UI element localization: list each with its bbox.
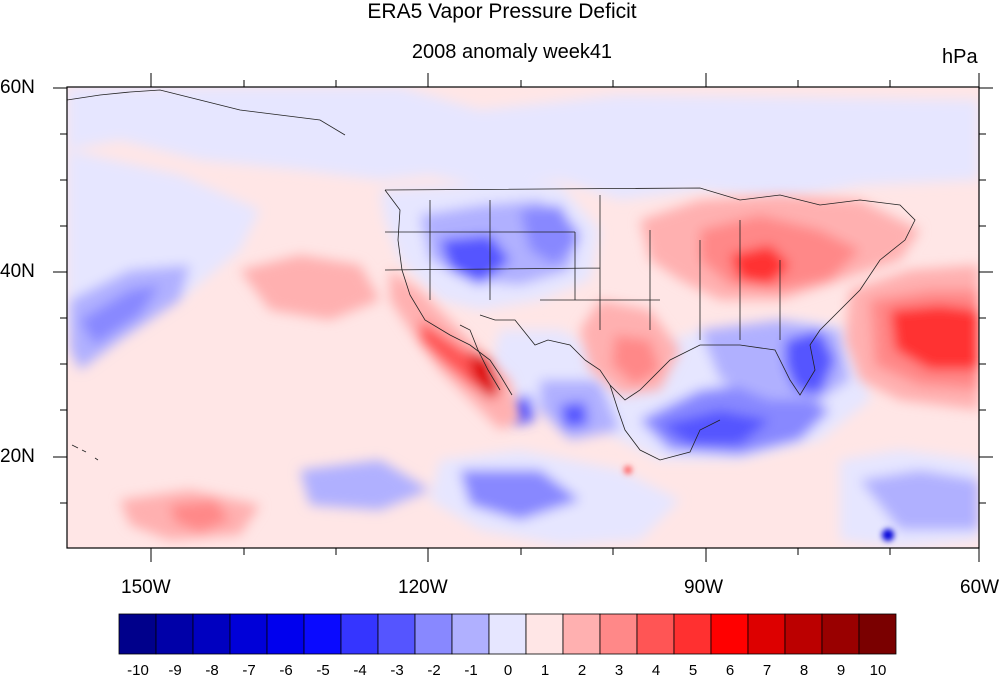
colorbar-tick-label: -1: [464, 662, 478, 679]
lat-label-20n: 20N: [0, 446, 35, 467]
axis-ticks: [53, 73, 993, 562]
colorbar-tick-label: 3: [614, 662, 624, 679]
colorbar-tick-label: -9: [168, 662, 182, 679]
colorbar-swatch: [340, 613, 379, 655]
colorbar-tick-label: -6: [279, 662, 293, 679]
colorbar-swatch: [710, 613, 749, 655]
colorbar-swatch: [784, 613, 823, 655]
colorbar-tick-label: -5: [316, 662, 330, 679]
coastlines: [67, 89, 916, 461]
lon-label-90w: 90W: [684, 577, 724, 598]
colorbar-tick-label: -10: [127, 662, 149, 679]
colorbar-tick-label: 6: [725, 662, 735, 679]
colorbar: [118, 613, 897, 655]
colorbar-swatch: [118, 613, 157, 655]
colorbar-tick-label: 4: [651, 662, 661, 679]
lon-label-150w: 150W: [121, 577, 171, 598]
colorbar-swatch: [155, 613, 194, 655]
colorbar-swatch: [488, 613, 527, 655]
colorbar-swatch: [821, 613, 860, 655]
colorbar-swatch: [192, 613, 231, 655]
colorbar-tick-label: 9: [836, 662, 846, 679]
lat-label-40n: 40N: [0, 261, 35, 282]
colorbar-tick-label: 2: [577, 662, 587, 679]
colorbar-tick-label: -7: [242, 662, 256, 679]
colorbar-tick-label: 1: [540, 662, 550, 679]
colorbar-swatch: [858, 613, 897, 655]
colorbar-swatch: [229, 613, 268, 655]
colorbar-tick-label: 0: [503, 662, 513, 679]
anomaly-field: [67, 87, 979, 548]
colorbar-swatch: [636, 613, 675, 655]
map-title: ERA5 Vapor Pressure Deficit: [367, 0, 637, 23]
colorbar-swatch: [599, 613, 638, 655]
colorbar-swatch: [266, 613, 305, 655]
colorbar-tick-label: -2: [427, 662, 441, 679]
lon-label-60w: 60W: [960, 577, 1000, 598]
colorbar-tick-label: 8: [799, 662, 809, 679]
units-label: hPa: [942, 46, 978, 68]
colorbar-tick-label: 7: [762, 662, 772, 679]
map-subtitle: 2008 anomaly week41: [411, 41, 613, 63]
colorbar-tick-label: -8: [205, 662, 219, 679]
colorbar-swatch: [451, 613, 490, 655]
colorbar-swatch: [377, 613, 416, 655]
colorbar-tick-label: 10: [869, 662, 887, 679]
colorbar-swatch: [303, 613, 342, 655]
colorbar-swatch: [562, 613, 601, 655]
colorbar-swatch: [747, 613, 786, 655]
colorbar-swatch: [673, 613, 712, 655]
colorbar-tick-label: -3: [390, 662, 404, 679]
lat-label-60n: 60N: [0, 77, 35, 98]
lon-label-120w: 120W: [398, 577, 448, 598]
colorbar-swatch: [525, 613, 564, 655]
colorbar-tick-label: -4: [353, 662, 367, 679]
colorbar-tick-label: 5: [688, 662, 698, 679]
colorbar-swatch: [414, 613, 453, 655]
